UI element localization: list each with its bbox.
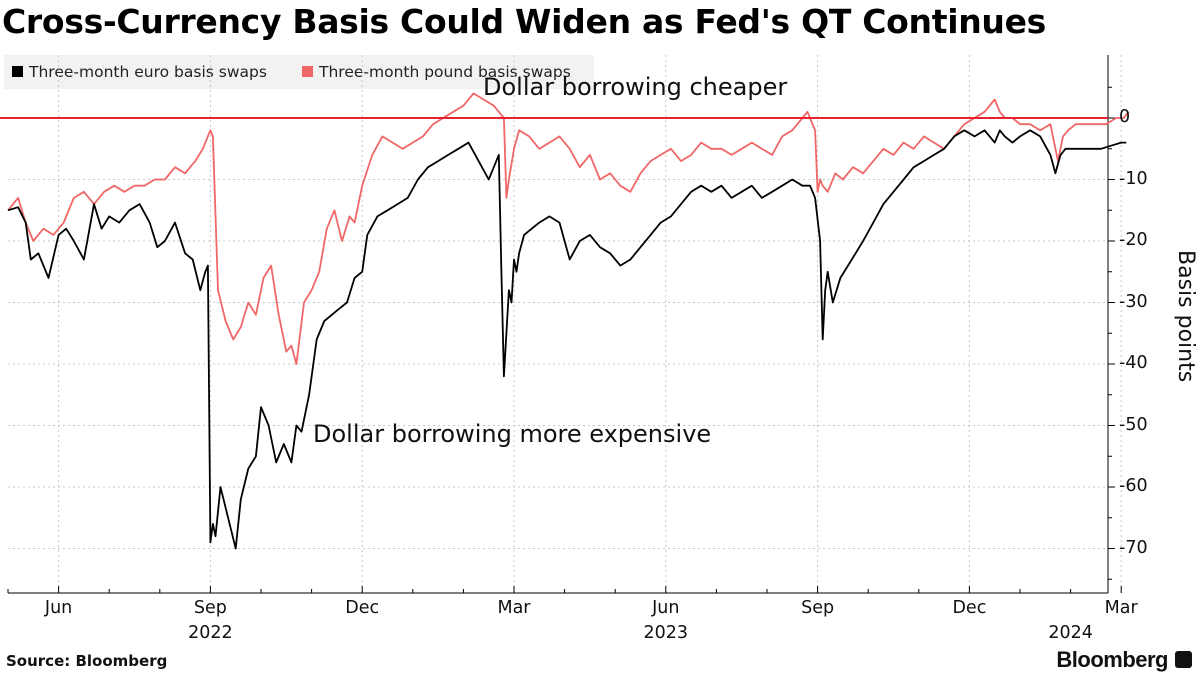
y-tick-label: 0 — [1119, 107, 1131, 127]
y-tick-label: -30 — [1119, 291, 1148, 312]
bloomberg-icon — [1175, 651, 1192, 668]
x-tick-label-year: 2024 — [1048, 623, 1093, 643]
brand-logo: Bloomberg — [1056, 647, 1168, 672]
x-tick-label-month: Sep — [193, 598, 227, 618]
y-tick-label: -50 — [1119, 414, 1148, 435]
legend-swatch-euro — [12, 66, 23, 77]
y-axis-title: Basis points — [1173, 250, 1198, 383]
chart-title: Cross-Currency Basis Could Widen as Fed'… — [2, 2, 1047, 41]
source-note: Source: Bloomberg — [6, 652, 168, 670]
x-tick-label-month: Sep — [801, 598, 835, 618]
x-tick-label-month: Mar — [497, 598, 531, 618]
x-tick-label-month: Jun — [652, 598, 680, 618]
legend-item-euro: Three-month euro basis swaps — [12, 63, 267, 81]
x-tick-label-year: 2022 — [188, 623, 233, 643]
y-tick-label: -20 — [1119, 230, 1148, 250]
x-tick-label-month: Mar — [1104, 598, 1138, 618]
legend-swatch-pound — [302, 66, 313, 77]
annotation-cheaper: Dollar borrowing cheaper — [483, 73, 788, 101]
x-tick-label-month: Dec — [952, 598, 987, 618]
legend-label-pound: Three-month pound basis swaps — [319, 63, 571, 81]
x-tick-label-month: Jun — [44, 598, 73, 618]
x-tick-label-month: Dec — [345, 598, 380, 618]
legend: Three-month euro basis swaps Three-month… — [4, 55, 594, 89]
y-tick-label: -10 — [1119, 168, 1148, 189]
series-line-euro — [7, 129, 1127, 550]
legend-label-euro: Three-month euro basis swaps — [29, 63, 267, 81]
y-tick-label: -60 — [1119, 476, 1148, 496]
legend-item-pound: Three-month pound basis swaps — [302, 63, 571, 81]
y-tick-label: -70 — [1119, 537, 1148, 558]
annotation-more-expensive: Dollar borrowing more expensive — [313, 420, 712, 448]
x-tick-label-year: 2023 — [643, 623, 689, 643]
y-tick-label: -40 — [1119, 353, 1148, 373]
